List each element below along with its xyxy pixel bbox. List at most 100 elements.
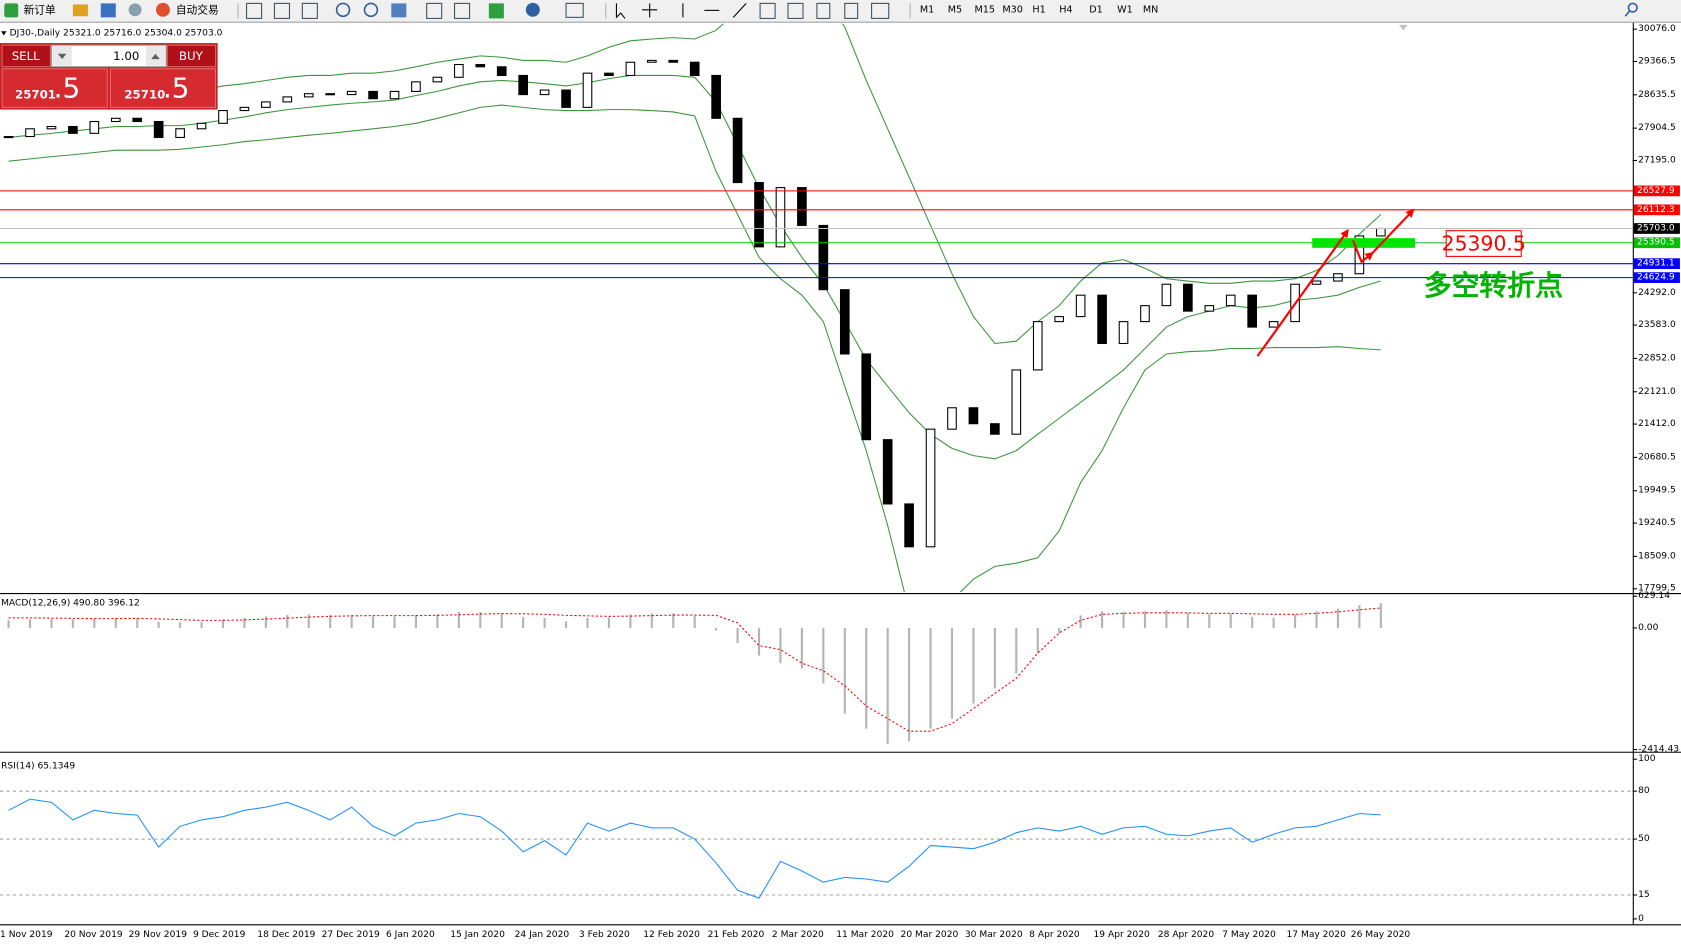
- candle-body: [46, 125, 57, 130]
- buy-price[interactable]: 25710: [124, 88, 165, 102]
- buy-label[interactable]: BUY: [179, 49, 204, 63]
- x-tick-label: 27 Dec 2019: [322, 930, 380, 940]
- x-tick-label: 9 Dec 2019: [193, 930, 246, 940]
- lot-value[interactable]: 1.00: [113, 49, 139, 63]
- panel: [0, 790, 1633, 899]
- candle-body: [1183, 283, 1193, 312]
- y-tick-label: 22121.0: [1638, 387, 1676, 397]
- y-tick-label: 27195.0: [1638, 155, 1676, 165]
- timeframe-button[interactable]: D1: [1089, 4, 1103, 15]
- zoom-in[interactable]: [335, 2, 351, 18]
- y-tick-label: 18509.0: [1638, 551, 1676, 561]
- candle-body: [3, 136, 14, 139]
- x-tick-label: 18 Dec 2019: [257, 930, 315, 940]
- price-level-label: 26112.3: [1637, 205, 1675, 215]
- toolbar-icon[interactable]: [844, 2, 859, 19]
- panel-title: MACD(12,26,9) 490.80 396.12: [1, 599, 140, 609]
- candle-body: [25, 128, 35, 138]
- candle-body: [689, 61, 700, 76]
- candle-body: [646, 59, 657, 63]
- toolbar-icon[interactable]: [100, 3, 116, 18]
- toolbar-icon[interactable]: [72, 4, 88, 17]
- buy-price-box[interactable]: [109, 68, 217, 108]
- candle-body: [861, 353, 872, 441]
- toolbar-icon[interactable]: [759, 2, 776, 19]
- candle-body: [325, 93, 336, 96]
- toolbar-icon[interactable]: [426, 2, 443, 19]
- crosshair-tool[interactable]: [642, 3, 658, 18]
- x-tick-label: 17 May 2020: [1286, 930, 1346, 940]
- timeframe-button[interactable]: M1: [920, 4, 934, 15]
- toolbar-icon[interactable]: [128, 3, 142, 17]
- toolbar-icon[interactable]: [525, 2, 540, 17]
- candle-body: [1011, 369, 1022, 435]
- timeframe-button[interactable]: H4: [1059, 4, 1072, 15]
- timeframe-button[interactable]: M30: [1002, 4, 1023, 15]
- trade-panel: SELL 1.00 BUY 25701 .5 25710 .5: [0, 43, 218, 110]
- buy-button[interactable]: [166, 44, 217, 68]
- toolbar-icon[interactable]: [301, 2, 318, 19]
- price-level-tag: [1633, 237, 1680, 249]
- timeframe-button[interactable]: MN: [1143, 4, 1159, 15]
- timeframe-button[interactable]: H1: [1032, 4, 1045, 15]
- toolbar-icon[interactable]: [787, 2, 804, 19]
- sell-price[interactable]: 25701: [15, 88, 56, 102]
- candle-body: [1140, 305, 1150, 323]
- price-level-tag: [1633, 204, 1680, 216]
- zoom-out[interactable]: [363, 2, 379, 18]
- candle-body: [175, 128, 185, 138]
- buy-pips[interactable]: .5: [163, 72, 190, 105]
- auto-trading-button[interactable]: 自动交易: [176, 3, 219, 16]
- timeframe-button[interactable]: M15: [975, 4, 996, 15]
- candle-body: [1097, 294, 1107, 345]
- toolbar-icon[interactable]: [565, 2, 584, 18]
- price-callout: 25390.5: [1442, 232, 1526, 256]
- sell-pips[interactable]: .5: [54, 72, 81, 105]
- toolbar-icon[interactable]: [488, 3, 504, 19]
- auto-trading-icon[interactable]: [155, 2, 170, 17]
- search-icon[interactable]: [1627, 2, 1638, 13]
- y-tick-label: 27904.5: [1638, 123, 1676, 133]
- y-tick-label: 0.00: [1638, 623, 1658, 633]
- toolbar: 新订单 自动交易 M1 M5 M15 M30 H1 H4 D1 W1 MN: [0, 0, 1681, 23]
- candle-body: [711, 74, 721, 119]
- x-tick-label: 7 May 2020: [1222, 930, 1276, 940]
- x-tick-label: 20 Mar 2020: [901, 930, 959, 940]
- candle-body: [1204, 305, 1215, 312]
- x-tick-label: 8 Apr 2020: [1029, 930, 1080, 940]
- x-tick-label: 6 Jan 2020: [386, 930, 435, 940]
- timeframe-button[interactable]: M5: [948, 4, 962, 15]
- toolbar-icon[interactable]: [454, 2, 471, 19]
- y-tick-label: 15: [1638, 890, 1650, 900]
- highlight-bar: [1312, 238, 1416, 248]
- lot-spinner[interactable]: [50, 44, 167, 68]
- toolbar-icon[interactable]: [273, 2, 290, 19]
- candle-body: [153, 120, 164, 138]
- candle-body: [1054, 316, 1065, 323]
- trendline-tool[interactable]: [732, 3, 747, 18]
- y-tick-label: 28635.5: [1638, 90, 1676, 100]
- chart-shift-marker[interactable]: [1399, 24, 1408, 31]
- candle-body: [261, 101, 271, 108]
- cursor-tool[interactable]: [615, 3, 626, 19]
- sell-label[interactable]: SELL: [12, 49, 40, 63]
- timeframe-button[interactable]: W1: [1117, 4, 1133, 15]
- toolbar-icon[interactable]: [246, 2, 263, 19]
- sell-button[interactable]: [1, 44, 51, 68]
- new-order-icon[interactable]: [4, 3, 19, 18]
- signal-line: [8, 607, 1381, 732]
- toolbar-icon[interactable]: [391, 3, 407, 18]
- arrow: [1371, 208, 1415, 254]
- sell-price-box[interactable]: [1, 68, 108, 108]
- candle-body: [239, 106, 250, 112]
- toolbar-icon[interactable]: [816, 2, 831, 19]
- toolbar-icon[interactable]: [871, 2, 890, 19]
- x-tick-label: 2 Mar 2020: [772, 930, 824, 940]
- y-tick-label: 100: [1638, 754, 1656, 764]
- y-tick-label: 21412.0: [1638, 419, 1676, 429]
- new-order-button[interactable]: 新订单: [24, 3, 56, 16]
- search-icon-handle: [1624, 10, 1631, 17]
- price-callout-box: [1445, 230, 1522, 257]
- x-tick-label: 30 Mar 2020: [965, 930, 1023, 940]
